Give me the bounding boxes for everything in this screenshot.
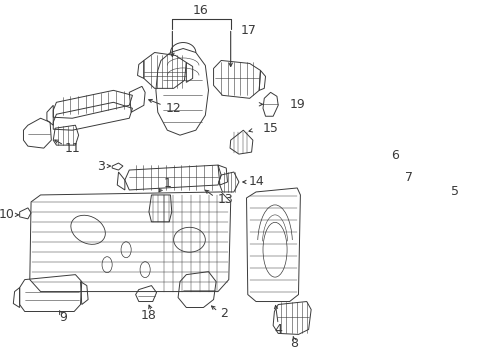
Text: 7: 7 [405,171,413,184]
Text: 11: 11 [65,141,80,155]
Text: 4: 4 [274,323,282,336]
Text: 16: 16 [193,4,209,17]
Text: 3: 3 [98,159,105,172]
Text: 5: 5 [451,185,459,198]
Text: 6: 6 [392,149,399,162]
Text: 2: 2 [220,307,228,320]
Text: 9: 9 [59,311,67,324]
Text: 18: 18 [140,309,156,322]
Text: 19: 19 [290,98,305,111]
Text: 15: 15 [262,122,278,135]
Text: 12: 12 [166,102,181,115]
Text: 1: 1 [164,177,172,190]
Text: 8: 8 [290,337,298,350]
Text: 14: 14 [248,175,264,189]
Text: 13: 13 [218,193,234,206]
Text: 10: 10 [0,208,15,221]
Text: 17: 17 [240,24,256,37]
